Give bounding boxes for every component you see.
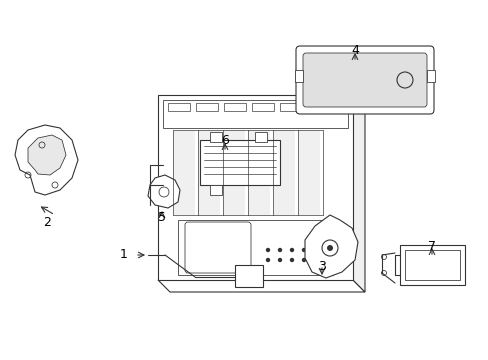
Polygon shape — [28, 135, 66, 175]
Text: 4: 4 — [350, 44, 358, 57]
Bar — [209, 132, 222, 142]
Circle shape — [302, 258, 305, 261]
Text: 3: 3 — [317, 260, 325, 273]
Bar — [235, 265, 263, 287]
Bar — [224, 103, 245, 111]
Circle shape — [278, 248, 281, 252]
Circle shape — [290, 258, 293, 261]
Bar — [223, 130, 244, 215]
Bar — [173, 130, 195, 215]
Polygon shape — [352, 95, 364, 292]
Circle shape — [326, 245, 332, 251]
Bar — [163, 100, 347, 128]
Text: 5: 5 — [158, 211, 165, 224]
Circle shape — [266, 248, 269, 252]
Bar — [294, 70, 303, 82]
Circle shape — [278, 258, 281, 261]
Circle shape — [290, 248, 293, 252]
Text: 1: 1 — [120, 248, 128, 261]
Circle shape — [302, 248, 305, 252]
Polygon shape — [15, 125, 78, 195]
Bar — [158, 95, 352, 280]
Polygon shape — [158, 280, 364, 292]
Bar — [247, 130, 269, 215]
Circle shape — [314, 258, 317, 261]
Circle shape — [314, 248, 317, 252]
Bar — [168, 103, 190, 111]
Bar — [254, 132, 266, 142]
Bar — [426, 70, 434, 82]
Text: 6: 6 — [221, 134, 228, 147]
Bar — [404, 250, 459, 280]
FancyBboxPatch shape — [303, 53, 426, 107]
Bar — [200, 140, 280, 185]
Bar — [307, 103, 329, 111]
Text: 2: 2 — [43, 216, 51, 229]
Circle shape — [266, 258, 269, 261]
Bar — [399, 245, 464, 285]
Polygon shape — [305, 215, 357, 278]
Bar — [272, 130, 294, 215]
FancyBboxPatch shape — [184, 222, 250, 273]
Bar — [280, 103, 302, 111]
Bar — [251, 103, 273, 111]
Text: 7: 7 — [427, 240, 435, 253]
Polygon shape — [148, 175, 180, 208]
Bar — [209, 185, 222, 195]
Bar — [297, 130, 319, 215]
Bar — [178, 220, 332, 275]
Bar — [196, 103, 218, 111]
Bar — [198, 130, 220, 215]
FancyBboxPatch shape — [295, 46, 433, 114]
